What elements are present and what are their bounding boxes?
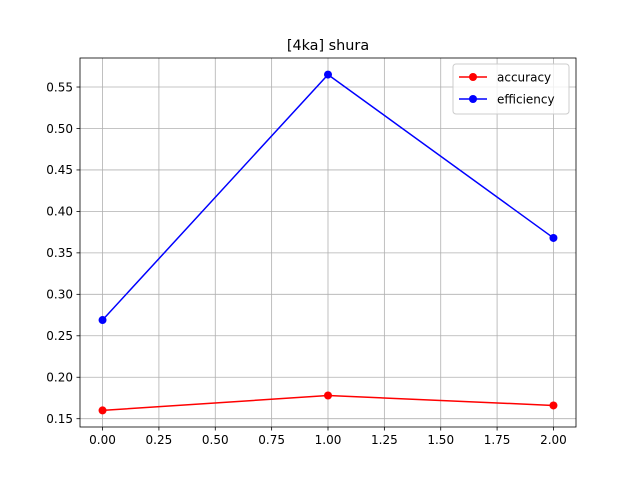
x-tick-label: 2.00 — [540, 433, 567, 447]
x-tick-label: 0.75 — [258, 433, 285, 447]
legend-label: accuracy — [497, 70, 551, 84]
grid-lines — [80, 58, 576, 427]
x-tick-label: 0.25 — [146, 433, 173, 447]
y-tick-label: 0.35 — [46, 246, 73, 260]
chart-title: [4ka] shura — [287, 38, 369, 54]
x-tick-label: 1.00 — [315, 433, 342, 447]
y-tick-label: 0.30 — [46, 288, 73, 302]
efficiency-point — [324, 70, 332, 79]
y-tick-label: 0.15 — [46, 412, 73, 426]
legend-swatch-marker — [469, 95, 477, 103]
series-accuracy — [98, 391, 558, 415]
y-tick-label: 0.55 — [46, 80, 73, 94]
efficiency-point — [549, 233, 558, 242]
accuracy-point — [549, 401, 558, 410]
x-tick-label: 1.50 — [427, 433, 454, 447]
y-tick-label: 0.20 — [46, 371, 73, 385]
legend-swatch-marker — [469, 73, 477, 81]
legend: accuracy efficiency — [452, 63, 570, 115]
axis-ticks: 0.00 0.25 0.50 0.75 1.00 1.25 1.50 1.75 2.00 0.15… — [46, 80, 567, 447]
x-tick-label: 1.25 — [371, 433, 398, 447]
legend-label: efficiency — [497, 92, 555, 106]
y-tick-label: 0.25 — [46, 329, 73, 343]
efficiency-point — [98, 316, 107, 325]
y-tick-label: 0.45 — [46, 163, 73, 177]
y-tick-label: 0.50 — [46, 122, 73, 136]
x-tick-label: 0.00 — [89, 433, 116, 447]
series-layer — [98, 70, 558, 415]
accuracy-point — [324, 391, 332, 400]
x-tick-label: 0.50 — [202, 433, 229, 447]
accuracy-point — [98, 406, 107, 415]
y-tick-label: 0.40 — [46, 205, 73, 219]
x-tick-label: 1.75 — [484, 433, 511, 447]
series-efficiency — [98, 70, 558, 325]
